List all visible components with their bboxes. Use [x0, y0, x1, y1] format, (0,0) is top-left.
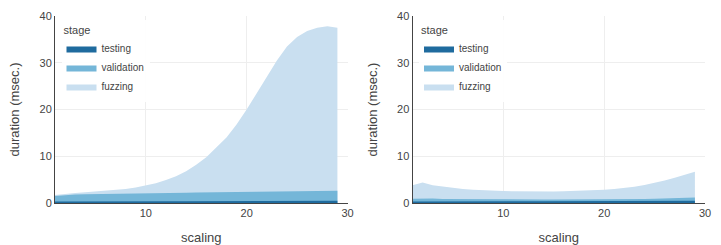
- svg-text:20: 20: [598, 207, 610, 219]
- svg-text:10: 10: [497, 207, 509, 219]
- svg-text:duration (msec.): duration (msec.): [365, 63, 380, 157]
- svg-text:stage: stage: [64, 24, 91, 36]
- svg-text:fuzzing: fuzzing: [459, 81, 491, 92]
- svg-text:testing: testing: [102, 43, 131, 54]
- svg-text:scaling: scaling: [181, 230, 221, 245]
- svg-text:20: 20: [241, 207, 253, 219]
- svg-text:30: 30: [699, 207, 711, 219]
- svg-text:fuzzing: fuzzing: [102, 81, 134, 92]
- svg-text:40: 40: [397, 10, 409, 22]
- svg-text:20: 20: [397, 103, 409, 115]
- svg-text:0: 0: [46, 197, 52, 209]
- svg-text:validation: validation: [102, 62, 144, 73]
- svg-text:30: 30: [40, 57, 52, 69]
- svg-text:0: 0: [403, 197, 409, 209]
- svg-text:10: 10: [40, 150, 52, 162]
- svg-text:validation: validation: [459, 62, 501, 73]
- svg-text:stage: stage: [421, 24, 448, 36]
- svg-text:10: 10: [397, 150, 409, 162]
- svg-text:30: 30: [341, 207, 353, 219]
- svg-text:duration (msec.): duration (msec.): [7, 63, 22, 157]
- svg-text:40: 40: [40, 10, 52, 22]
- svg-text:scaling: scaling: [539, 230, 579, 245]
- svg-text:20: 20: [40, 103, 52, 115]
- svg-text:10: 10: [140, 207, 152, 219]
- svg-text:testing: testing: [459, 43, 488, 54]
- svg-text:30: 30: [397, 57, 409, 69]
